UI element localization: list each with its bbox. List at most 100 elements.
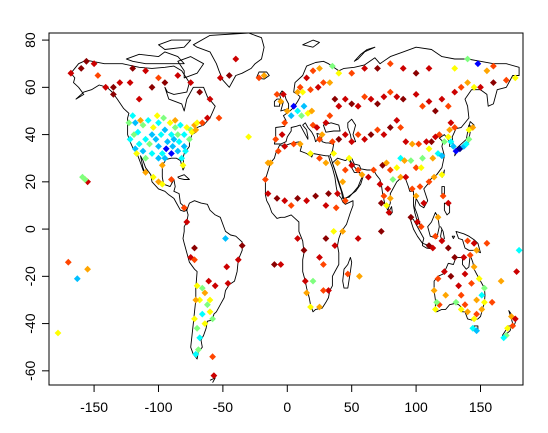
data-point	[171, 117, 179, 124]
x-tick-label: 50	[344, 399, 360, 415]
data-point	[412, 91, 420, 98]
data-point	[139, 121, 147, 129]
data-point	[438, 152, 446, 160]
data-point	[196, 88, 204, 96]
data-point	[155, 143, 162, 150]
data-point	[502, 76, 510, 84]
data-point	[442, 291, 450, 299]
data-point	[139, 147, 147, 155]
data-point	[367, 131, 375, 138]
data-point	[294, 235, 301, 242]
data-point	[153, 112, 161, 120]
data-point	[162, 145, 170, 153]
data-point	[402, 138, 410, 146]
data-point	[191, 244, 198, 252]
data-point	[192, 126, 200, 134]
data-point	[148, 83, 156, 91]
data-point	[356, 272, 363, 280]
data-point	[129, 65, 137, 72]
data-point	[339, 228, 347, 235]
data-point	[439, 192, 447, 200]
data-point	[377, 228, 385, 235]
data-point	[386, 88, 394, 96]
data-point	[452, 298, 460, 306]
data-point	[180, 143, 188, 150]
data-point	[164, 138, 171, 146]
data-point	[428, 138, 435, 146]
data-point	[210, 372, 218, 379]
data-point	[273, 195, 281, 202]
data-point	[397, 173, 404, 181]
data-point	[483, 67, 491, 75]
british-isles-outline	[273, 90, 290, 112]
data-point	[447, 138, 455, 146]
data-point	[186, 135, 193, 143]
data-point	[348, 138, 356, 146]
data-point	[223, 263, 231, 271]
data-point	[383, 202, 390, 209]
data-point	[174, 147, 182, 155]
data-point	[142, 169, 149, 176]
data-point	[318, 131, 326, 138]
data-point	[264, 190, 272, 197]
data-point	[444, 244, 452, 252]
data-point	[348, 69, 356, 77]
data-point	[374, 126, 381, 134]
data-point	[331, 242, 339, 249]
data-point	[481, 298, 488, 306]
data-point	[67, 69, 75, 77]
y-tick-label: 40	[22, 127, 38, 143]
data-points-layer	[54, 55, 523, 379]
data-point	[274, 147, 282, 155]
data-point	[309, 67, 317, 75]
data-point	[131, 145, 139, 153]
data-point	[377, 199, 385, 207]
x-tick-label: 0	[283, 399, 291, 415]
arctic-islands-outline	[125, 39, 205, 79]
data-point	[193, 324, 201, 332]
data-point	[414, 218, 421, 226]
data-point	[335, 135, 343, 143]
data-point	[187, 79, 195, 86]
data-point	[137, 117, 144, 124]
data-point	[166, 119, 174, 127]
data-point	[158, 150, 166, 157]
data-point	[513, 268, 520, 275]
data-point	[290, 140, 298, 148]
data-point	[420, 199, 428, 207]
data-point	[209, 353, 216, 361]
y-tick-label: 60	[22, 79, 38, 95]
data-point	[430, 173, 438, 181]
data-point	[490, 79, 497, 86]
data-point	[216, 74, 224, 82]
data-point	[473, 246, 480, 254]
data-point	[441, 268, 448, 275]
data-point	[515, 246, 523, 254]
data-point	[255, 74, 263, 82]
data-point	[419, 102, 426, 110]
data-point	[148, 131, 156, 138]
data-point	[326, 112, 334, 120]
data-point	[238, 242, 246, 249]
data-point	[450, 143, 457, 150]
y-tick-label: 0	[22, 225, 38, 233]
data-point	[148, 150, 156, 157]
data-point	[116, 79, 124, 86]
data-point	[483, 239, 491, 247]
x-tick-label: 150	[469, 399, 493, 415]
data-point	[330, 150, 338, 157]
data-point	[234, 256, 242, 264]
data-point	[142, 154, 149, 162]
data-point	[322, 202, 330, 209]
data-point	[376, 180, 384, 188]
data-point	[180, 204, 188, 212]
data-point	[168, 150, 175, 157]
data-point	[432, 133, 439, 141]
data-point	[419, 154, 426, 162]
data-point	[135, 95, 143, 103]
data-point	[412, 192, 420, 200]
data-point	[361, 135, 368, 143]
data-point	[201, 320, 209, 327]
data-point	[158, 161, 166, 169]
data-point	[142, 135, 149, 143]
